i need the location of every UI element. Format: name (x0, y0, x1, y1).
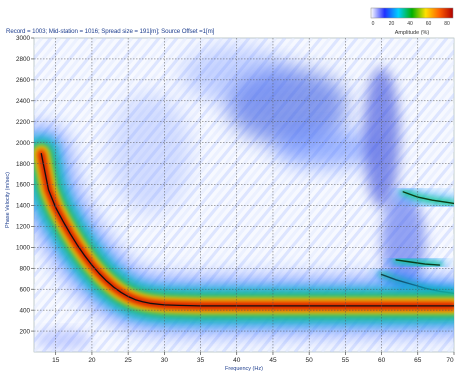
fringe-stripe (34, 38, 215, 257)
y-tick-label: 400 (19, 307, 30, 314)
fringe-stripe (34, 38, 143, 170)
fringe-stripe (34, 38, 161, 192)
energy-region (109, 93, 190, 214)
y-tick-label: 2200 (16, 119, 31, 126)
y-tick-label: 3000 (16, 35, 31, 42)
y-tick-label: 200 (19, 328, 30, 335)
y-tick-label: 2600 (16, 77, 31, 84)
fringe-stripe (34, 38, 134, 159)
x-tick-label: 50 (306, 357, 314, 364)
x-axis-label: Frequency (Hz) (225, 366, 263, 372)
grid (34, 38, 454, 352)
fringe-stripe (34, 38, 98, 116)
fringe-stripe (34, 38, 116, 138)
x-tick-label: 45 (269, 357, 277, 364)
x-axis: 15 20 25 30 35 40 45 50 55 60 65 70 (52, 352, 455, 364)
fundamental-mode-peak-line (40, 152, 454, 307)
x-tick-label: 30 (161, 357, 169, 364)
fringe-stripe (0, 38, 24, 352)
y-tick-label: 1600 (16, 182, 31, 189)
colorbar-tick-label: 40 (407, 21, 413, 27)
colorbar-tick-label: 0 (372, 21, 375, 27)
higher-mode-peak (402, 191, 454, 205)
y-tick-label: 2400 (16, 98, 31, 105)
y-tick-label: 2800 (16, 56, 31, 63)
colorbar-gradient (370, 7, 454, 19)
y-axis-label: Phase Velocity (m/sec) (5, 172, 11, 228)
x-tick-label: 40 (233, 357, 241, 364)
heatmap-layer (0, 38, 454, 352)
energy-region (34, 329, 91, 350)
y-tick-label: 1000 (16, 245, 31, 252)
y-tick-label: 600 (19, 286, 30, 293)
y-tick-label: 1400 (16, 203, 31, 210)
y-tick-label: 800 (19, 265, 30, 272)
y-axis: 200 400 600 800 1000 1200 1400 1600 1800 2000 2200… (16, 35, 34, 335)
x-tick-label: 65 (414, 357, 422, 364)
y-tick-label: 1200 (16, 224, 31, 231)
colorbar-tick-label: 20 (389, 21, 395, 27)
colorbar: 0 20 40 60 80 Amplitude (%) (370, 7, 454, 36)
fringe-stripe (34, 38, 233, 279)
y-tick-label: 2000 (16, 140, 31, 147)
fringe-stripe (34, 38, 107, 127)
fringe-stripe (34, 38, 152, 181)
x-tick-label: 25 (125, 357, 133, 364)
colorbar-tick-label: 80 (444, 21, 450, 27)
energy-region (273, 127, 374, 168)
x-tick-label: 60 (378, 357, 386, 364)
y-tick-label: 1800 (16, 161, 31, 168)
fringe-stripe (34, 38, 89, 105)
colorbar-tick-label: 60 (426, 21, 432, 27)
x-tick-label: 35 (197, 357, 205, 364)
x-tick-label: 70 (446, 357, 454, 364)
x-tick-label: 20 (88, 357, 96, 364)
fringe-stripe (34, 38, 125, 148)
fringe-stripe (34, 38, 80, 94)
colorbar-label: Amplitude (%) (395, 30, 430, 36)
x-tick-label: 15 (52, 357, 60, 364)
record-info-header: Record = 1003; Mid-station = 1016; Sprea… (6, 28, 215, 35)
x-tick-label: 55 (342, 357, 350, 364)
